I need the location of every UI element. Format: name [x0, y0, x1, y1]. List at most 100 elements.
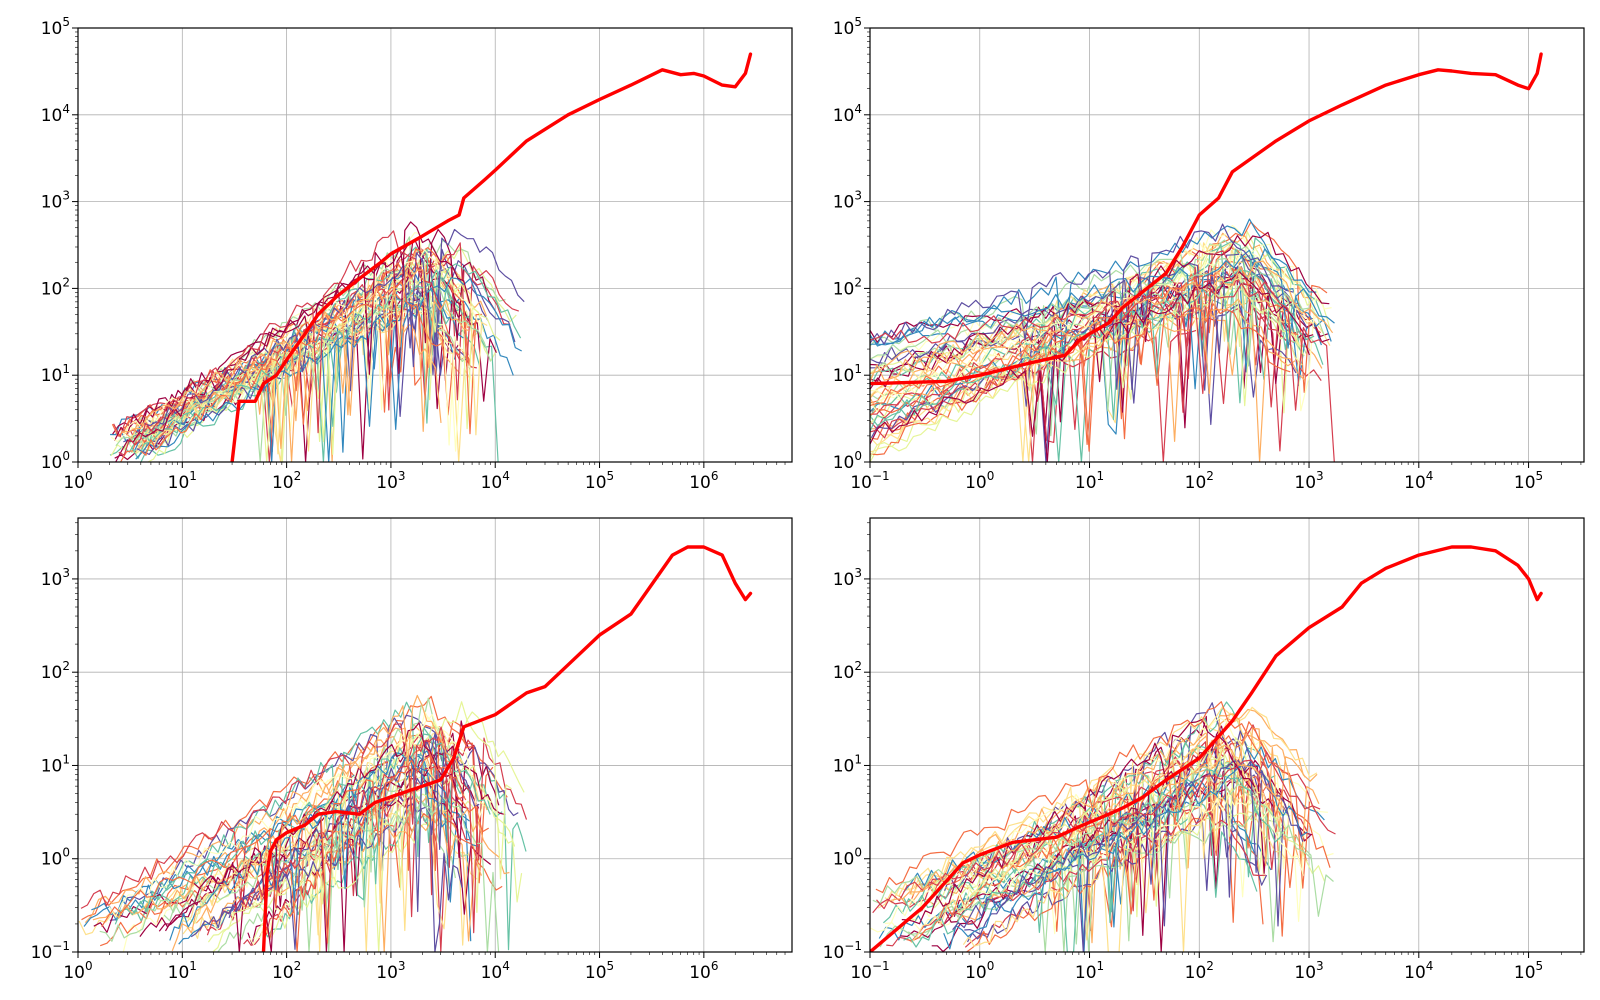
background-series-line — [886, 806, 1266, 947]
x-tick-label: 101 — [168, 469, 197, 493]
y-tick-label-exponent: 4 — [854, 102, 862, 116]
background-series-line — [114, 228, 496, 441]
x-tick-label-base: 10 — [1514, 473, 1536, 493]
y-tick-label: 105 — [833, 15, 862, 39]
background-series-line — [870, 277, 1305, 459]
background-series-line — [870, 257, 1325, 367]
grid — [78, 28, 792, 462]
y-tick-label-exponent: 0 — [854, 449, 862, 463]
y-tick-label-base: 10 — [41, 366, 63, 386]
y-tick-label-exponent: 5 — [854, 15, 862, 29]
y-tick-label: 100 — [41, 449, 70, 473]
x-tick-label-exponent: 0 — [85, 959, 93, 973]
background-series-line — [128, 733, 491, 914]
x-tick-label-exponent: 4 — [502, 959, 510, 973]
y-tick-label: 103 — [833, 189, 862, 213]
background-series-line — [870, 298, 1296, 462]
background-series-line — [870, 303, 1291, 445]
x-tick-label-base: 10 — [1185, 963, 1207, 983]
grid — [870, 28, 1584, 462]
y-tick-label-exponent: 2 — [854, 275, 862, 289]
y-tick-label-base: 10 — [833, 106, 855, 126]
background-series-line — [108, 716, 492, 918]
x-tick-label-base: 10 — [585, 473, 607, 493]
background-series-line — [870, 243, 1332, 412]
x-tick-label-exponent: 3 — [1316, 959, 1324, 973]
x-tick-label-base: 10 — [1185, 473, 1207, 493]
y-tick-label-base: 10 — [833, 19, 855, 39]
background-series-line — [163, 796, 500, 952]
background-series-line — [870, 248, 1335, 390]
x-tick-label-base: 10 — [850, 473, 872, 493]
x-tick-label-exponent: −1 — [872, 469, 890, 483]
y-tick-label-base: 10 — [833, 850, 855, 870]
x-tick-label-base: 10 — [272, 473, 294, 493]
y-tick-label: 102 — [833, 275, 862, 299]
x-tick-label: 103 — [1294, 959, 1323, 983]
background-series-line — [957, 793, 1304, 909]
background-series-line — [114, 278, 497, 462]
x-tick-label-exponent: 4 — [502, 469, 510, 483]
grid — [870, 518, 1584, 952]
y-tick-label-base: 10 — [41, 570, 63, 590]
y-tick-label-base: 10 — [41, 850, 63, 870]
y-tick-label-base: 10 — [833, 366, 855, 386]
x-tick-label-exponent: 1 — [1097, 959, 1105, 973]
y-tick-label-base: 10 — [41, 663, 63, 683]
y-tick-label-exponent: 3 — [62, 189, 70, 203]
y-tick-label-exponent: 0 — [62, 846, 70, 860]
background-series-line — [961, 803, 1326, 896]
background-series-line — [164, 739, 480, 932]
background-series-group — [78, 694, 528, 952]
x-tick-label-exponent: 1 — [189, 469, 197, 483]
background-series-line — [870, 231, 1330, 413]
x-tick-label-exponent: 5 — [607, 959, 615, 973]
x-tick-label: 100 — [965, 469, 994, 493]
background-series-line — [101, 754, 490, 944]
background-series-line — [924, 737, 1291, 907]
axis-frame — [869, 517, 1585, 953]
background-series-line — [140, 281, 442, 456]
x-tick-label-exponent: 4 — [1426, 469, 1434, 483]
x-tick-label: 103 — [1294, 469, 1323, 493]
background-series-line — [92, 787, 483, 942]
x-tick-label: 10−1 — [850, 959, 889, 983]
y-tick-label-exponent: 1 — [854, 752, 862, 766]
y-tick-label-base: 10 — [41, 756, 63, 776]
x-tick-label: 103 — [376, 469, 405, 493]
x-tick-label-base: 10 — [481, 473, 503, 493]
x-tick-label: 100 — [63, 959, 92, 983]
highlight-series-line — [230, 52, 753, 462]
x-tick-label-exponent: 0 — [987, 469, 995, 483]
background-series-line — [253, 782, 523, 952]
x-tick-label-exponent: 3 — [398, 959, 406, 973]
background-series-line — [120, 298, 442, 462]
x-tick-label-base: 10 — [1075, 963, 1097, 983]
x-tick-label: 101 — [1075, 469, 1104, 493]
x-tick-label: 105 — [1514, 959, 1543, 983]
y-tick-label: 100 — [833, 846, 862, 870]
y-tick-label: 103 — [833, 566, 862, 590]
background-series-line — [171, 694, 462, 952]
x-tick-label-base: 10 — [481, 963, 503, 983]
background-series-group — [870, 701, 1336, 952]
x-tick-label-base: 10 — [168, 473, 190, 493]
background-series-group — [870, 218, 1335, 462]
x-tick-label: 100 — [63, 469, 92, 493]
y-tick-label-base: 10 — [823, 943, 845, 963]
background-series-group — [109, 221, 525, 462]
background-series-line — [903, 746, 1325, 928]
background-series-line — [870, 281, 1335, 462]
y-tick-label-exponent: 2 — [62, 659, 70, 673]
background-series-line — [80, 723, 465, 909]
x-tick-label: 100 — [965, 959, 994, 983]
x-tick-label-exponent: 6 — [711, 959, 719, 973]
y-tick-label-base: 10 — [833, 193, 855, 213]
x-tick-label: 102 — [272, 959, 301, 983]
y-tick-label-base: 10 — [31, 943, 53, 963]
x-tick-label: 103 — [376, 959, 405, 983]
x-tick-label-exponent: 3 — [1316, 469, 1324, 483]
x-tick-label-base: 10 — [1514, 963, 1536, 983]
y-tick-label: 103 — [41, 566, 70, 590]
background-series-line — [243, 762, 470, 946]
